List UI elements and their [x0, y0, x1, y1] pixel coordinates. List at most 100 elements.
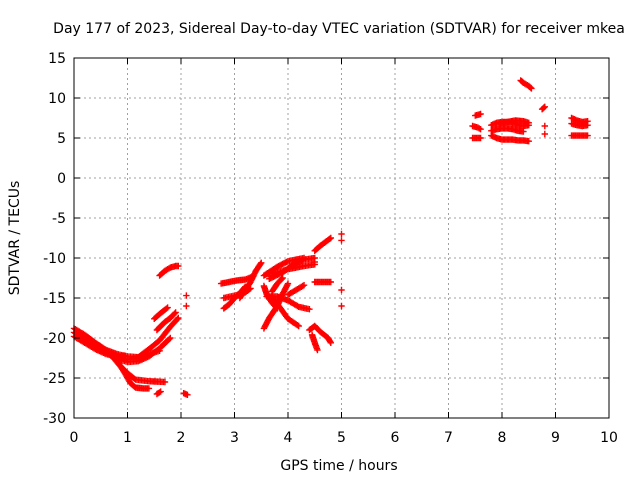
data-point [257, 260, 264, 268]
data-point [145, 385, 153, 392]
data-segment [113, 357, 153, 392]
x-tick-label: 7 [444, 430, 453, 446]
data-segment [153, 388, 164, 398]
data-point [327, 234, 334, 242]
data-segment [338, 286, 345, 294]
data-segment [311, 278, 334, 286]
data-point [278, 275, 285, 283]
data-point [525, 138, 532, 145]
data-point [164, 304, 171, 311]
data-segment [496, 117, 532, 127]
data-point [540, 104, 548, 111]
data-point [174, 315, 181, 323]
y-tick-label: -30 [43, 411, 66, 427]
data-point [338, 237, 345, 244]
data-point [527, 84, 534, 91]
data-segment [311, 234, 334, 254]
data-segment [469, 134, 484, 142]
data-point [279, 274, 286, 282]
data-point [299, 282, 306, 290]
data-point [300, 254, 308, 262]
y-tick-label: -20 [43, 331, 66, 347]
data-segment [236, 259, 265, 302]
data-point [326, 235, 333, 242]
data-point [294, 302, 301, 310]
data-segment [338, 230, 345, 238]
data-segment [183, 302, 190, 310]
data-segment [538, 103, 548, 113]
x-tick-label: 3 [230, 430, 239, 446]
data-point [584, 122, 591, 129]
x-tick-label: 8 [498, 430, 507, 446]
data-point [295, 322, 302, 330]
data-segment [568, 132, 591, 139]
y-tick-label: 10 [48, 91, 66, 107]
data-point [284, 280, 292, 287]
y-tick-label: 5 [57, 131, 66, 147]
data-segment [308, 331, 321, 354]
data-point [520, 128, 527, 135]
data-segment [472, 110, 484, 119]
data-segment [338, 302, 345, 310]
data-point [311, 258, 318, 266]
data-point [541, 130, 548, 138]
data-segment [183, 292, 190, 299]
data-point [167, 334, 174, 342]
x-tick-label: 1 [123, 430, 132, 446]
x-tick-label: 2 [177, 430, 186, 446]
data-point [175, 314, 182, 322]
data-points [70, 77, 591, 398]
data-segment [153, 309, 179, 334]
x-tick-label: 0 [70, 430, 79, 446]
data-segment [568, 120, 591, 130]
data-point [306, 306, 313, 313]
x-axis-label: GPS time / hours [280, 458, 397, 474]
data-segment [180, 390, 191, 398]
data-point [477, 126, 484, 133]
data-point [157, 388, 164, 395]
y-axis-label: SDTVAR / TECUs [7, 181, 23, 296]
data-point [327, 278, 334, 286]
data-point [121, 352, 129, 359]
x-tick-label: 4 [284, 430, 293, 446]
data-point [338, 302, 345, 310]
x-tick-label: 10 [600, 430, 618, 446]
y-tick-label: 0 [57, 171, 66, 187]
data-segment [488, 132, 532, 145]
data-point [172, 309, 179, 316]
data-point [171, 310, 178, 317]
data-point [541, 122, 548, 130]
data-segment [517, 77, 535, 92]
data-point [338, 286, 345, 294]
data-point [161, 378, 169, 386]
y-tick-label: -25 [43, 371, 66, 387]
x-tick-label: 6 [391, 430, 400, 446]
data-segment [338, 237, 345, 244]
data-segment [156, 262, 182, 279]
data-point [541, 103, 548, 110]
data-point [338, 230, 345, 238]
data-point [300, 282, 308, 289]
data-point [183, 292, 190, 299]
data-point [314, 346, 321, 354]
data-point [184, 391, 191, 398]
x-tick-labels: 0 1 2 3 4 5 6 7 8 9 10 [70, 430, 618, 446]
data-segment [488, 125, 527, 135]
y-tick-label: -10 [43, 251, 66, 267]
y-tick-label: -15 [43, 291, 66, 307]
data-point [166, 335, 173, 343]
data-point [584, 132, 591, 139]
y-tick-label: -5 [52, 211, 66, 227]
x-tick-label: 9 [551, 430, 560, 446]
data-segment [151, 304, 171, 322]
data-point [525, 119, 532, 126]
data-point [163, 305, 170, 312]
data-point [294, 322, 301, 329]
chart-title: Day 177 of 2023, Sidereal Day-to-day VTE… [53, 21, 625, 37]
data-segment [541, 130, 548, 138]
y-tick-labels: 15 10 5 0 -5 -10 -15 -20 -25 -30 [43, 51, 66, 427]
data-segment [541, 122, 548, 130]
data-point [327, 339, 334, 346]
data-point [258, 259, 265, 266]
